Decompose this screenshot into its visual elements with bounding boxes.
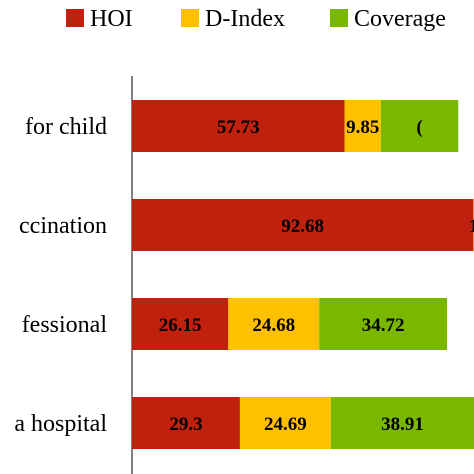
data-label-d-index-for-child: 9.85 <box>346 117 379 138</box>
data-label-hoi-a-hospital: 29.3 <box>169 414 202 435</box>
category-label-ccination: ccination <box>19 213 107 239</box>
legend-label-hoi: HOI <box>90 6 133 32</box>
bars <box>132 100 474 449</box>
legend-swatch-d-index <box>181 9 199 27</box>
data-label-d-index-a-hospital: 24.69 <box>264 414 307 435</box>
category-label-for-child: for child <box>25 114 107 140</box>
data-label-coverage-for-child: ( <box>416 117 422 138</box>
bar-hoi-for-child <box>132 100 345 152</box>
bar-coverage-fessional <box>319 298 448 350</box>
category-labels: for child ccination fessional a hospital <box>14 114 107 437</box>
data-label-d-index-fessional: 24.68 <box>252 315 295 336</box>
category-label-a-hospital: a hospital <box>14 411 107 437</box>
bar-d-index-a-hospital <box>239 397 331 449</box>
data-label-coverage-fessional: 34.72 <box>362 315 405 336</box>
bar-coverage-for-child <box>380 100 459 152</box>
bar-d-index-for-child <box>344 100 381 152</box>
legend: HOI D-Index Coverage <box>66 6 446 32</box>
data-label-hoi-ccination: 92.68 <box>281 216 324 237</box>
data-label-hoi-fessional: 26.15 <box>159 315 202 336</box>
data-label-d-index-ccination: 1. <box>469 216 474 237</box>
legend-swatch-hoi <box>66 9 84 27</box>
data-labels: 57.73 9.85 (92.68 1. 26.15 24.68 34.72 29.3 24.6… <box>159 117 474 435</box>
bar-coverage-a-hospital <box>330 397 474 449</box>
bar-d-index-fessional <box>228 298 320 350</box>
category-label-fessional: fessional <box>22 312 108 338</box>
legend-swatch-coverage <box>330 9 348 27</box>
data-label-coverage-a-hospital: 38.91 <box>381 414 424 435</box>
bar-hoi-fessional <box>132 298 229 350</box>
bar-hoi-ccination <box>132 199 474 251</box>
legend-label-d-index: D-Index <box>205 6 285 32</box>
legend-label-coverage: Coverage <box>354 6 446 32</box>
bar-hoi-a-hospital <box>132 397 240 449</box>
data-label-hoi-for-child: 57.73 <box>217 117 260 138</box>
